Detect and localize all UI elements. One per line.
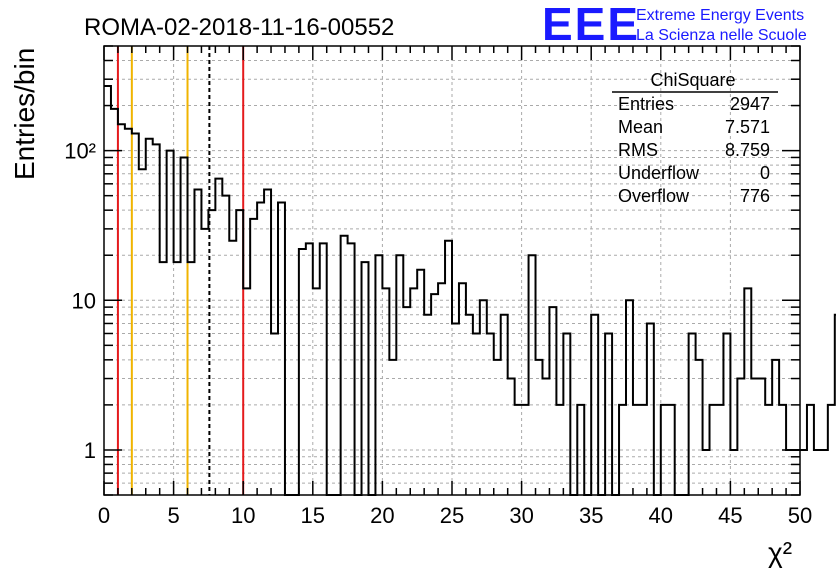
x-tick-label: 35 xyxy=(579,503,603,528)
x-tick-label: 0 xyxy=(98,503,110,528)
x-tick-label: 45 xyxy=(718,503,742,528)
x-tick-label: 50 xyxy=(788,503,812,528)
x-tick-label: 15 xyxy=(301,503,325,528)
histogram-series xyxy=(104,85,836,496)
chart-title: ROMA-02-2018-11-16-00552 xyxy=(84,14,394,41)
stats-row-label: Overflow xyxy=(618,186,690,206)
stats-box: ChiSquare Entries 2947 Mean 7.571 RMS 8.759 Un… xyxy=(612,70,778,206)
stats-row-label: RMS xyxy=(618,140,658,160)
axis-ticks: 0 5 10 15 20 25 30 35 40 45 50 1 10 10² xyxy=(64,45,812,528)
stats-row-label: Entries xyxy=(618,94,674,114)
logo-mark: EEE xyxy=(542,0,640,50)
x-tick-label: 5 xyxy=(167,503,179,528)
x-tick-label: 10 xyxy=(231,503,255,528)
x-tick-label: 25 xyxy=(440,503,464,528)
stats-row-label: Underflow xyxy=(618,163,700,183)
eee-logo: EEE Extreme Energy Events La Scienza nel… xyxy=(542,0,807,50)
x-tick-label: 20 xyxy=(370,503,394,528)
y-tick-label: 10² xyxy=(64,139,96,164)
stats-row-value: 8.759 xyxy=(725,140,770,160)
x-tick-label: 30 xyxy=(509,503,533,528)
y-axis-label: Entries/bin xyxy=(9,48,40,180)
stats-row-value: 0 xyxy=(760,163,770,183)
stats-row-value: 2947 xyxy=(730,94,770,114)
stats-row-label: Mean xyxy=(618,117,663,137)
logo-line1: Extreme Energy Events xyxy=(636,7,804,24)
stats-row-value: 776 xyxy=(740,186,770,206)
reference-lines xyxy=(116,46,245,495)
stats-title: ChiSquare xyxy=(650,70,735,90)
stats-row-value: 7.571 xyxy=(725,117,770,137)
logo-line2: La Scienza nelle Scuole xyxy=(636,27,807,44)
x-axis-label: χ² xyxy=(768,537,792,568)
y-tick-label: 1 xyxy=(84,438,96,463)
x-tick-label: 40 xyxy=(649,503,673,528)
y-tick-label: 10 xyxy=(72,288,96,313)
